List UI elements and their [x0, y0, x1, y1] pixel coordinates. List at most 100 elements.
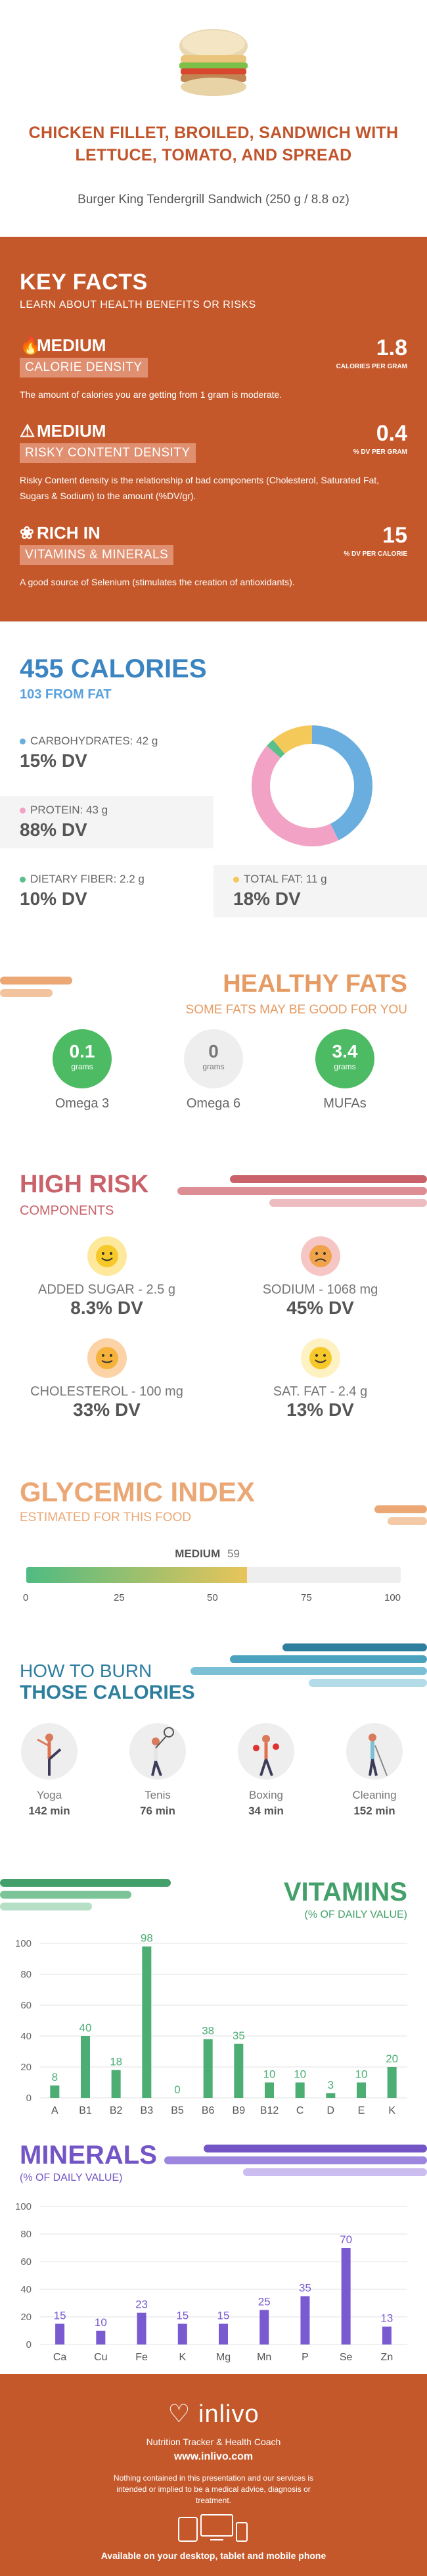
- brand-tagline: Nutrition Tracker & Health Coach: [146, 2437, 281, 2447]
- neutral-face-icon: [87, 1338, 127, 1378]
- brand-name: inlivo: [198, 2400, 259, 2428]
- fact-value-label: % DV PER CALORIE: [344, 550, 407, 558]
- macro-donut-chart: [252, 725, 372, 846]
- decorative-stripes: [191, 1643, 427, 1687]
- x-tick-label: K: [388, 2105, 395, 2116]
- glycemic-index-section: GLYCEMIC INDEX ESTIMATED FOR THIS FOOD M…: [0, 1463, 427, 1641]
- devices-icon: [178, 2514, 248, 2542]
- key-facts-title: KEY FACTS: [20, 270, 148, 295]
- footer-section: ♡ inlivo Nutrition Tracker & Health Coac…: [0, 2374, 427, 2576]
- bar-value-label: 10: [294, 2068, 306, 2081]
- activity-tenis: Tenis 76 min: [112, 1723, 204, 1818]
- activity-minutes: 152 min: [353, 1805, 395, 1817]
- activity-name: Boxing: [249, 1789, 283, 1801]
- calories-from-fat: 103 FROM FAT: [20, 687, 112, 702]
- x-tick-label: B1: [79, 2105, 92, 2116]
- y-tick-label: 60: [20, 2000, 32, 2011]
- glycemic-title: GLYCEMIC INDEX: [20, 1476, 255, 1507]
- header-section: CHICKEN FILLET, BROILED, SANDWICH WITH L…: [0, 0, 427, 237]
- activity-yoga: Yoga 142 min: [3, 1723, 95, 1818]
- fact-band: RISKY CONTENT DENSITY: [20, 443, 196, 463]
- activity-name: Tenis: [145, 1789, 171, 1801]
- decorative-stripes: [0, 1879, 171, 1910]
- y-tick-label: 0: [26, 2339, 32, 2350]
- risk-dv: 13% DV: [286, 1399, 354, 1420]
- y-tick-label: 60: [20, 2256, 32, 2268]
- x-tick-label: B5: [171, 2105, 184, 2116]
- fact-value: 0.4: [376, 421, 407, 446]
- fat-unit: grams: [202, 1062, 225, 1071]
- minerals-section: MINERALS (% OF DAILY VALUE) 100 80 60 40 20 0…: [0, 2134, 427, 2374]
- burn-title-2: THOSE CALORIES: [20, 1682, 195, 1703]
- brand-url[interactable]: www.inlivo.com: [173, 2451, 254, 2462]
- bar-value-label: 10: [95, 2316, 107, 2329]
- bar-value-label: 3: [328, 2079, 334, 2091]
- x-tick-label: Cu: [94, 2352, 107, 2363]
- vitamin-bar-b1: [81, 2036, 90, 2098]
- fact-value: 15: [382, 523, 407, 548]
- vitamin-bar-e: [357, 2082, 366, 2098]
- bar-value-label: 25: [258, 2296, 271, 2308]
- y-tick-label: 80: [20, 1969, 32, 1980]
- bar-value-label: 35: [233, 2029, 245, 2042]
- x-tick-label: Ca: [53, 2352, 67, 2363]
- decorative-stripes: [164, 2145, 427, 2176]
- activity-minutes: 142 min: [28, 1805, 70, 1817]
- vitamin-bar-k: [387, 2067, 397, 2098]
- fact-band: CALORIE DENSITY: [20, 358, 148, 377]
- risk-added-sugar: ADDED SUGAR - 2.5 g 8.3% DV: [0, 1236, 214, 1319]
- bar-value-label: 0: [174, 2083, 180, 2096]
- x-tick-label: E: [358, 2105, 365, 2116]
- mineral-bar-mn: [259, 2310, 269, 2345]
- glycemic-tick: 25: [114, 1592, 125, 1603]
- fact-level: MEDIUM: [37, 335, 106, 355]
- mineral-bar-ca: [55, 2323, 65, 2345]
- x-tick-label: C: [296, 2105, 304, 2116]
- cleaning-icon: [346, 1723, 403, 1780]
- boxing-icon: [238, 1723, 294, 1780]
- y-tick-label: 40: [20, 2284, 32, 2295]
- donut-slice-protein: [252, 745, 339, 846]
- risk-dv: 8.3% DV: [70, 1298, 143, 1318]
- vitamin-bar-b6: [203, 2039, 213, 2098]
- fact-level: RICH IN: [37, 523, 101, 543]
- healthy-fats-subtitle: SOME FATS MAY BE GOOD FOR YOU: [185, 1003, 407, 1017]
- glycemic-tick: 75: [301, 1592, 312, 1603]
- risk-dv: 45% DV: [286, 1298, 354, 1318]
- vitamins-title: VITAMINS: [283, 1878, 407, 1907]
- x-tick-label: Zn: [381, 2352, 393, 2363]
- bar-value-label: 20: [386, 2053, 398, 2065]
- bar-value-label: 15: [217, 2310, 230, 2322]
- calories-section: 455 CALORIES 103 FROM FAT CARBOHYDRATES:…: [0, 621, 427, 963]
- bar-value-label: 70: [340, 2233, 352, 2246]
- activity-name: Cleaning: [352, 1789, 397, 1801]
- fact-level: MEDIUM: [37, 421, 106, 441]
- risk-label: SODIUM - 1068 mg: [262, 1282, 378, 1297]
- risk-label: SAT. FAT - 2.4 g: [273, 1384, 368, 1399]
- tennis-icon: [129, 1723, 186, 1780]
- burn-title-1: HOW TO BURN: [20, 1661, 152, 1681]
- decorative-stripes: [374, 1505, 427, 1525]
- availability-text: Available on your desktop, tablet and mo…: [101, 2550, 326, 2561]
- glycemic-level: MEDIUM 59: [175, 1547, 240, 1561]
- mineral-bar-zn: [382, 2326, 392, 2345]
- vitamin-bar-b9: [234, 2043, 244, 2098]
- macro-label: CARBOHYDRATES: 42 g: [30, 735, 158, 747]
- y-tick-label: 20: [20, 2312, 32, 2323]
- risk-label: CHOLESTEROL - 100 mg: [30, 1384, 183, 1399]
- flame-icon: 🔥: [20, 335, 41, 355]
- fat-name: Omega 3: [55, 1096, 110, 1111]
- risk-label: ADDED SUGAR - 2.5 g: [38, 1282, 175, 1297]
- vitamin-bar-d: [326, 2093, 336, 2098]
- healthy-fats-title: HEALTHY FATS: [223, 970, 407, 998]
- bar-value-label: 18: [110, 2056, 122, 2068]
- x-tick-label: B6: [202, 2105, 215, 2116]
- x-tick-label: A: [51, 2105, 58, 2116]
- vitamin-bar-b12: [265, 2082, 274, 2098]
- fact-value-label: CALORIES PER GRAM: [336, 363, 407, 370]
- key-facts-subtitle: LEARN ABOUT HEALTH BENEFITS OR RISKS: [20, 299, 256, 310]
- glycemic-bar: [26, 1567, 401, 1583]
- macro-label: TOTAL FAT: 11 g: [244, 873, 327, 885]
- bar-value-label: 10: [263, 2068, 276, 2081]
- activity-name: Yoga: [36, 1789, 62, 1801]
